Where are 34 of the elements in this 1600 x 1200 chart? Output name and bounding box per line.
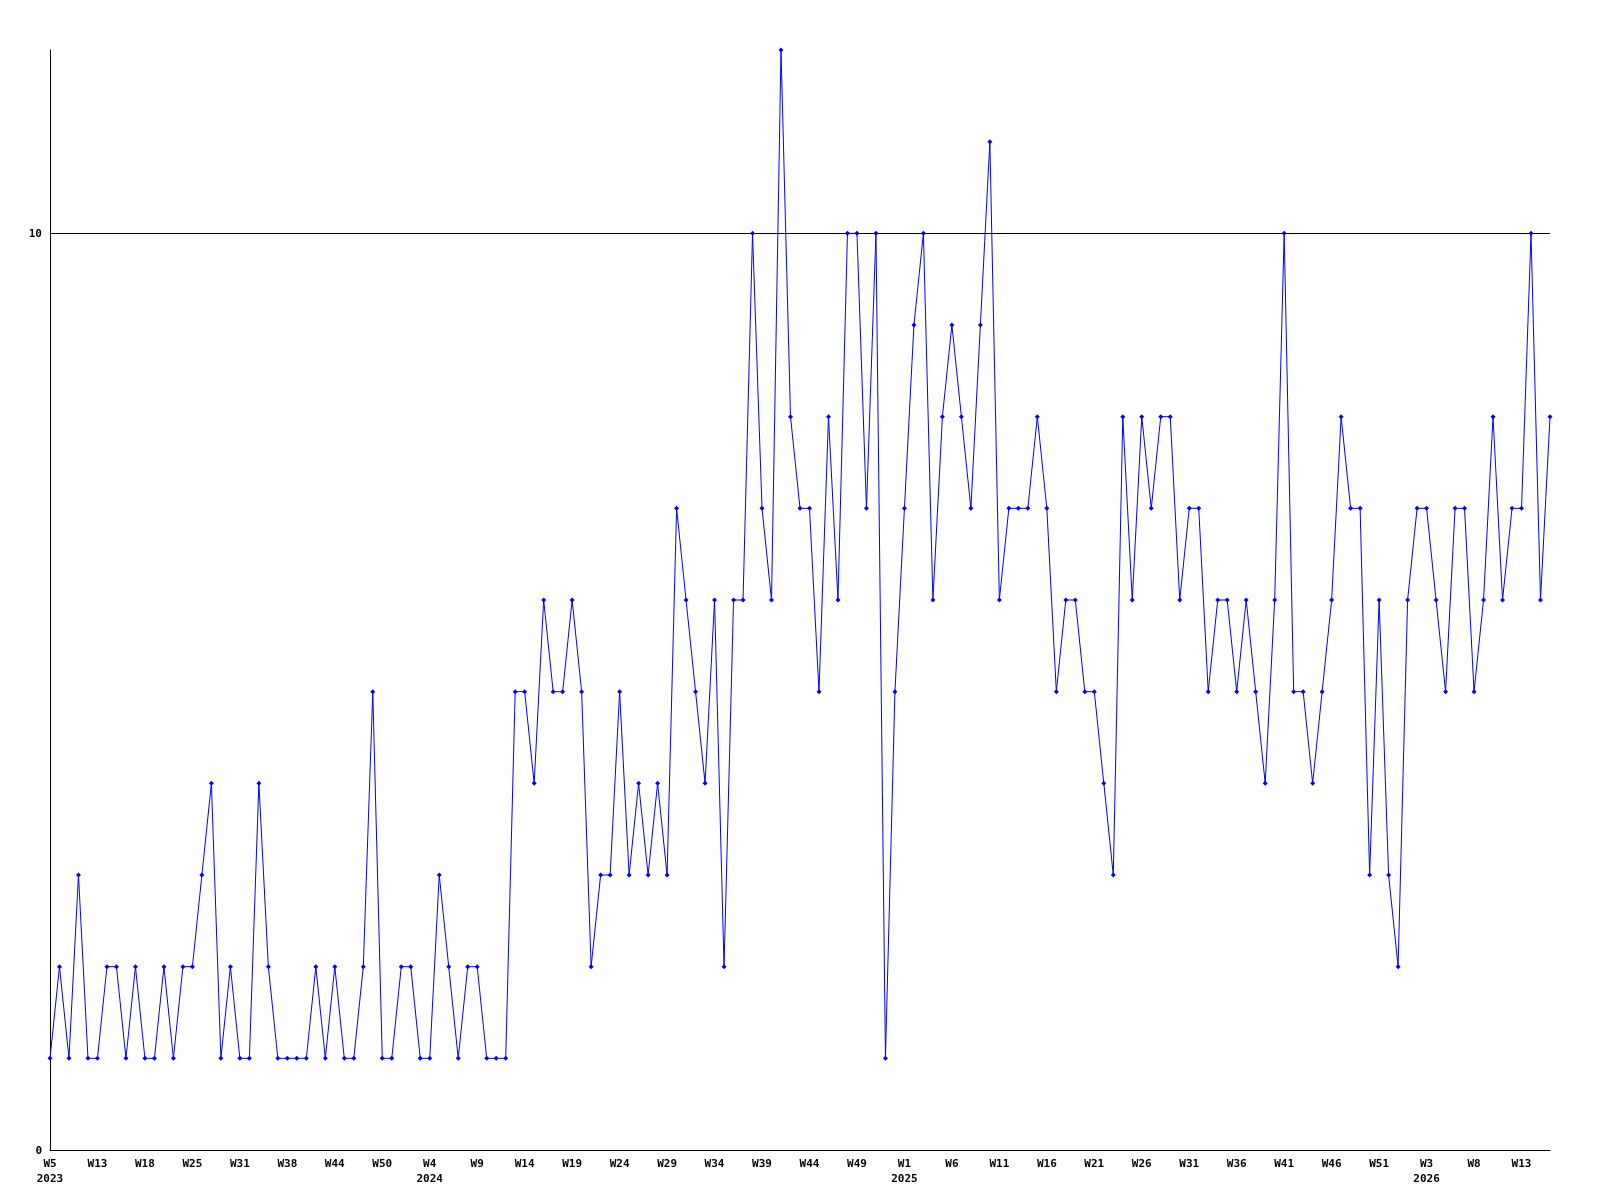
x-tick-label: W39	[752, 1157, 772, 1170]
x-tick-label: W49	[847, 1157, 867, 1170]
x-tick-label: W19	[562, 1157, 583, 1170]
x-tick-label: W29	[657, 1157, 678, 1170]
x-tick-label: W24	[609, 1157, 630, 1170]
x-tick-label: W16	[1036, 1157, 1058, 1170]
x-tick-label: W26	[1131, 1157, 1153, 1170]
x-tick-label: W25	[182, 1157, 203, 1170]
x-tick-label: W21	[1084, 1157, 1105, 1170]
x-tick-label: W51	[1369, 1157, 1390, 1170]
y-tick-label: 10	[28, 226, 42, 240]
x-tick-label: W41	[1274, 1157, 1295, 1170]
y-tick-label: 0	[35, 1143, 42, 1157]
x-tick-label: W4 2024	[416, 1157, 444, 1185]
x-tick-label: W9	[470, 1157, 484, 1170]
x-tick-label: W5 2023	[36, 1157, 64, 1185]
x-tick-label: W1 2025	[891, 1157, 918, 1185]
x-tick-label: W36	[1226, 1157, 1248, 1170]
x-tick-label: W31	[1179, 1157, 1200, 1170]
x-tick-label: W11	[989, 1157, 1010, 1170]
x-tick-label: W44	[799, 1157, 820, 1170]
x-tick-label: W44	[324, 1157, 346, 1170]
x-tick-label: W31	[229, 1157, 251, 1170]
x-tick-label: W8	[1467, 1157, 1481, 1170]
x-tick-label: W13	[1511, 1157, 1532, 1170]
x-tick-label: W50	[372, 1157, 393, 1170]
x-tick-label: W38	[277, 1157, 298, 1170]
x-tick-label: W18	[135, 1157, 155, 1170]
x-tick-label: W14	[514, 1157, 535, 1170]
x-tick-label: W3 2026	[1413, 1157, 1441, 1185]
x-tick-label: W6	[945, 1157, 959, 1170]
x-tick-label: W34	[704, 1157, 725, 1170]
x-tick-label: W13	[87, 1157, 108, 1170]
x-tick-label: W46	[1321, 1157, 1342, 1170]
